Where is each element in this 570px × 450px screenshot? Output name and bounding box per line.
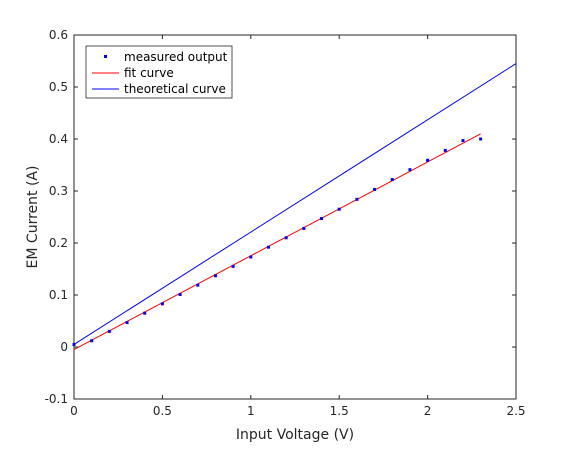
legend-label-measured: measured output [124,50,228,64]
data-point [461,139,465,143]
y-tick-label: 0.6 [49,28,68,42]
x-tick-label: 2.5 [506,404,525,418]
data-point [125,321,129,325]
data-point [320,217,324,221]
y-tick-label: 0.4 [49,132,68,146]
legend-label-fit: fit curve [124,66,174,80]
data-point [107,329,111,333]
data-point [443,148,447,152]
data-point [231,264,235,268]
series-layer [72,63,517,351]
x-tick-label: 2 [424,404,432,418]
y-axis-ticks: -0.1 0 0.1 0.2 0.3 0.4 0.5 0.6 [45,28,516,406]
x-tick-label: 0 [70,404,78,418]
x-axis-label: Input Voltage (V) [236,427,354,443]
data-point [213,274,217,278]
data-point [426,158,430,162]
data-point [390,178,394,182]
data-point [408,168,412,172]
data-point [90,339,94,343]
legend-marker-measured [104,55,107,58]
data-point [72,342,76,346]
y-tick-label: -0.1 [45,392,68,406]
legend: measured output fit curve theoretical cu… [85,45,233,99]
data-point [196,283,200,287]
series-line-2 [73,63,517,345]
legend-label-theoretical: theoretical curve [124,82,226,96]
data-point [178,292,182,296]
data-point [302,226,306,230]
data-point [249,255,253,259]
data-point [373,187,377,191]
x-tick-label: 1 [247,404,255,418]
y-tick-label: 0.1 [49,288,68,302]
x-axis-ticks: 0 0.5 1 1.5 2 2.5 [70,35,526,418]
x-tick-label: 0.5 [153,404,172,418]
y-tick-label: 0 [60,340,68,354]
y-tick-label: 0.5 [49,80,68,94]
y-axis-label: EM Current (A) [25,166,41,269]
data-point [143,311,147,315]
data-point [266,245,270,249]
data-point [160,302,164,306]
data-point [479,137,483,141]
data-point [337,207,341,211]
x-tick-label: 1.5 [330,404,349,418]
data-point [284,236,288,240]
y-tick-label: 0.2 [49,236,68,250]
series-line-1 [73,133,481,351]
data-point [355,197,359,201]
y-tick-label: 0.3 [49,184,68,198]
